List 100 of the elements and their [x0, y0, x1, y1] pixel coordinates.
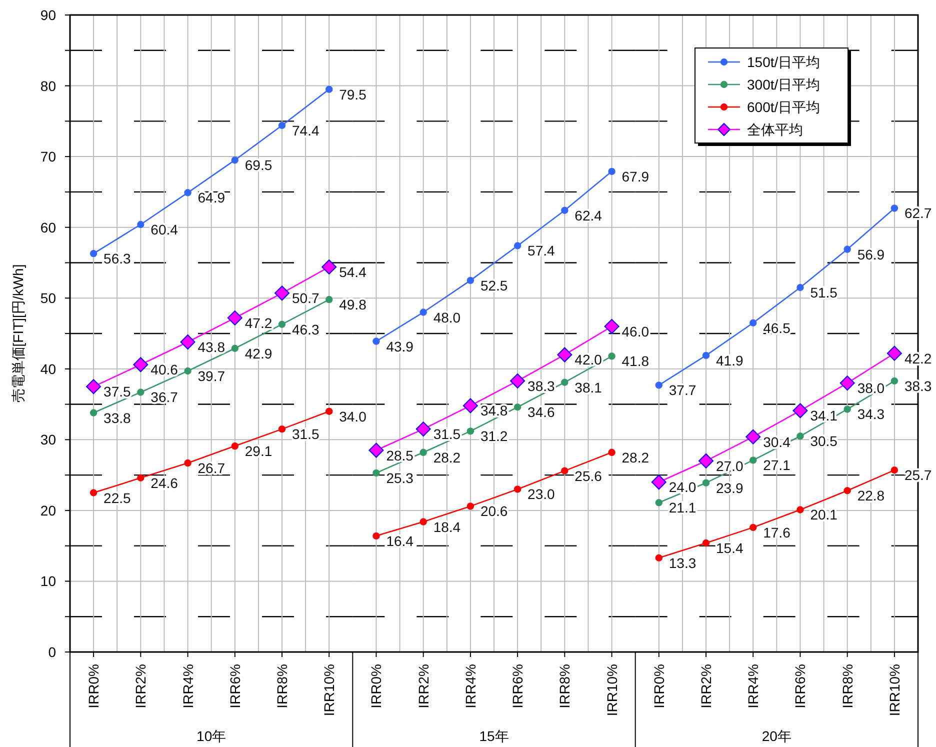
data-label: 34.1 — [810, 408, 838, 424]
data-label: 36.7 — [150, 389, 178, 406]
x-tick-label: IRR10% — [886, 664, 902, 716]
data-label: 20.1 — [810, 506, 838, 523]
data-label: 28.2 — [433, 449, 461, 466]
x-tick-label: IRR8% — [839, 664, 856, 708]
data-label: 26.7 — [198, 460, 226, 476]
data-label: 24.0 — [668, 479, 696, 496]
data-label: 31.5 — [292, 426, 320, 442]
data-label: 20.6 — [480, 503, 508, 520]
data-label: 22.5 — [104, 490, 132, 506]
x-tick-label: IRR6% — [510, 664, 526, 708]
data-label: 47.2 — [244, 314, 272, 331]
legend-label: 600t/日平均 — [747, 99, 820, 115]
data-label: 38.1 — [574, 379, 602, 396]
data-label: 31.2 — [480, 428, 508, 444]
y-tick-label: 40 — [40, 360, 56, 377]
x-tick-label: IRR4% — [180, 664, 196, 708]
data-label: 67.9 — [622, 168, 650, 184]
data-label: 13.3 — [668, 554, 696, 571]
data-label: 56.3 — [104, 250, 132, 267]
y-tick-label: 60 — [40, 219, 56, 236]
data-label: 34.0 — [339, 408, 367, 424]
data-label: 43.9 — [386, 338, 414, 354]
data-label: 24.6 — [150, 474, 178, 491]
data-label: 25.6 — [574, 468, 602, 484]
data-label: 49.8 — [339, 296, 367, 313]
data-label: 48.0 — [433, 309, 461, 326]
data-label: 42.0 — [574, 352, 602, 368]
data-label: 18.4 — [433, 518, 461, 535]
x-tick-label: IRR10% — [321, 664, 338, 716]
y-axis-title: 売電単価[FIT][円/kWh] — [10, 264, 26, 403]
data-label: 40.6 — [150, 362, 178, 378]
y-tick-label: 10 — [40, 573, 56, 590]
data-label: 27.0 — [716, 458, 744, 474]
data-label: 46.5 — [763, 320, 791, 336]
data-label: 34.3 — [857, 406, 885, 422]
data-label: 50.7 — [292, 290, 320, 306]
y-tick-label: 30 — [40, 432, 56, 448]
data-label: 43.8 — [198, 338, 226, 355]
x-tick-label: IRR6% — [226, 664, 243, 708]
x-tick-label: IRR8% — [556, 664, 573, 708]
data-label: 25.3 — [386, 470, 414, 486]
x-tick-label: IRR2% — [415, 664, 432, 708]
legend-label: 全体平均 — [747, 122, 803, 138]
data-label: 42.9 — [244, 345, 272, 362]
data-label: 64.9 — [198, 190, 226, 206]
x-tick-label: IRR0% — [368, 664, 384, 708]
x-tick-label: IRR6% — [792, 664, 808, 708]
data-label: 28.2 — [622, 449, 650, 466]
data-label: 17.6 — [763, 524, 791, 540]
data-label: 46.3 — [292, 321, 320, 338]
y-tick-label: 80 — [40, 78, 56, 94]
x-tick-label: IRR10% — [604, 664, 620, 716]
data-label: 74.4 — [292, 122, 320, 138]
data-label: 41.8 — [622, 353, 650, 370]
data-label: 38.0 — [857, 380, 885, 396]
x-axis-title: 10年 — [196, 728, 226, 744]
data-label: 54.4 — [339, 264, 367, 280]
data-label: 38.3 — [528, 378, 556, 394]
y-tick-label: 70 — [40, 148, 56, 165]
data-label: 34.8 — [480, 402, 508, 419]
data-label: 51.5 — [810, 284, 838, 300]
x-tick-label: IRR0% — [86, 664, 102, 708]
legend-label: 150t/日平均 — [747, 54, 820, 70]
x-axis-title: 20年 — [762, 728, 792, 744]
data-label: 57.4 — [528, 242, 556, 259]
data-label: 56.9 — [857, 246, 885, 262]
data-label: 28.5 — [386, 447, 414, 464]
x-axis-title: 15年 — [479, 728, 509, 744]
y-tick-label: 90 — [40, 7, 56, 23]
data-label: 34.6 — [528, 404, 556, 420]
data-label: 62.4 — [574, 207, 602, 224]
data-label: 41.9 — [716, 352, 744, 368]
x-tick-label: IRR2% — [132, 664, 149, 708]
data-label: 39.7 — [198, 368, 226, 384]
data-label: 30.5 — [810, 433, 838, 450]
y-tick-label: 0 — [48, 644, 56, 660]
data-label: 30.4 — [763, 434, 791, 450]
data-label: 79.5 — [339, 86, 367, 102]
data-label: 69.5 — [244, 157, 272, 174]
legend-label: 300t/日平均 — [747, 76, 820, 92]
data-label: 23.9 — [716, 480, 744, 496]
x-tick-label: IRR8% — [274, 664, 290, 708]
x-tick-label: IRR0% — [650, 664, 667, 708]
y-tick-label: 20 — [40, 502, 56, 518]
data-label: 37.7 — [668, 382, 696, 398]
y-tick-label: 50 — [40, 290, 56, 306]
data-label: 29.1 — [244, 443, 272, 460]
data-label: 60.4 — [150, 222, 178, 238]
data-label: 33.8 — [104, 410, 132, 426]
data-label: 27.1 — [763, 457, 791, 474]
x-tick-label: IRR4% — [462, 664, 478, 708]
data-label: 31.5 — [433, 426, 461, 442]
data-label: 23.0 — [528, 486, 556, 502]
x-tick-label: IRR4% — [745, 664, 762, 708]
data-label: 22.8 — [857, 488, 885, 504]
data-label: 16.4 — [386, 532, 414, 549]
data-label: 15.4 — [716, 540, 744, 556]
data-label: 52.5 — [480, 277, 508, 294]
